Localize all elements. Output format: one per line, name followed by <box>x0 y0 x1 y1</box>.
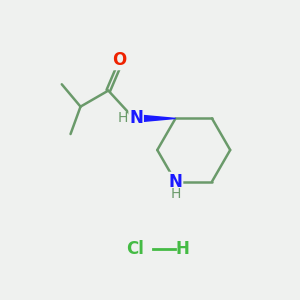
Text: O: O <box>112 51 126 69</box>
Polygon shape <box>140 115 176 122</box>
Text: N: N <box>169 172 182 190</box>
Text: Cl: Cl <box>127 240 144 258</box>
Text: N: N <box>129 110 143 128</box>
Text: H: H <box>170 187 181 201</box>
Text: H: H <box>118 111 128 125</box>
Text: H: H <box>175 240 189 258</box>
